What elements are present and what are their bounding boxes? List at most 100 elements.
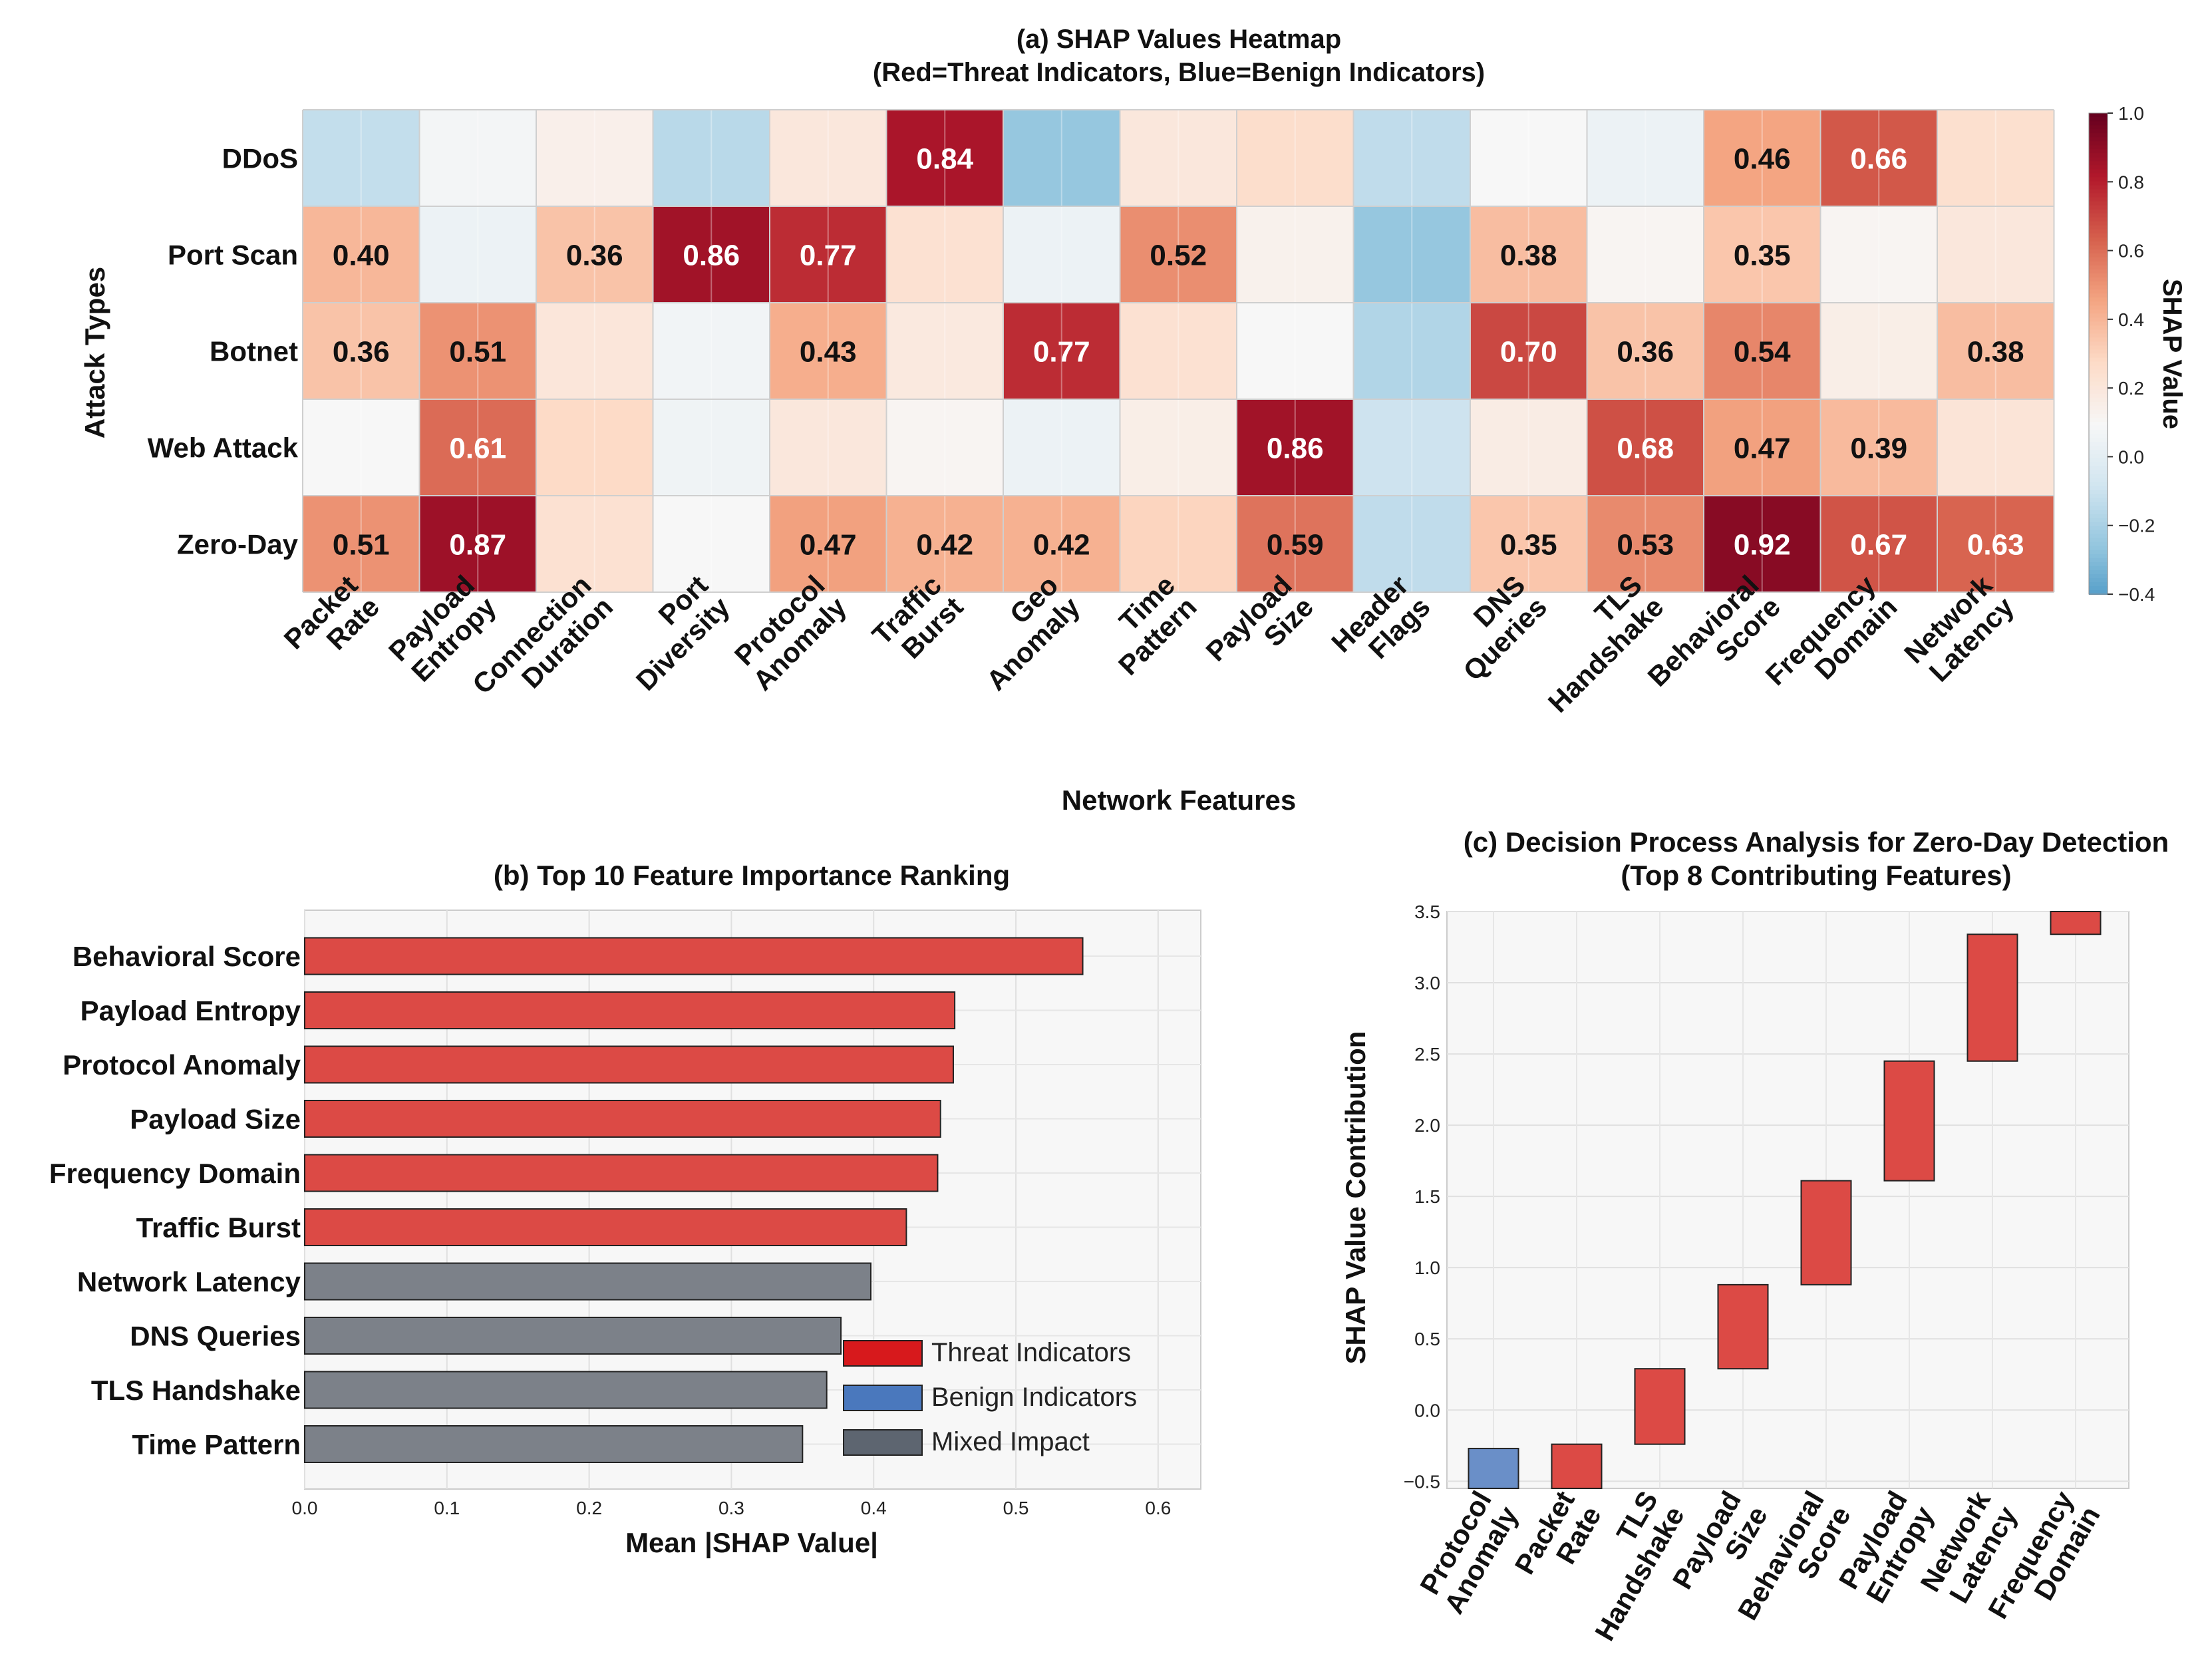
colorbar-segment — [2089, 401, 2108, 407]
heatmap-cell — [1587, 496, 1704, 592]
colorbar-segment — [2089, 229, 2108, 234]
heatmap-cell — [886, 399, 1003, 496]
waterfall-y-tick-label: 0.5 — [1414, 1329, 1440, 1349]
heatmap-cell — [653, 110, 770, 206]
colorbar-segment — [2089, 313, 2108, 319]
colorbar-frame — [2088, 112, 2108, 595]
colorbar-segment — [2089, 185, 2108, 190]
colorbar-segment — [2089, 309, 2108, 315]
waterfall-y-axis-label: SHAP Value Contribution — [1340, 1031, 1371, 1365]
ranking-category-label: Payload Entropy — [80, 995, 301, 1027]
heatmap-value-label: 0.40 — [333, 240, 390, 272]
heatmap-cell — [653, 206, 770, 303]
colorbar-segment — [2089, 317, 2108, 323]
colorbar-segment — [2089, 353, 2108, 359]
heatmap-row-label: Web Attack — [148, 432, 299, 464]
heatmap-value-label: 0.38 — [1500, 240, 1557, 272]
colorbar-segment — [2089, 165, 2108, 170]
heatmap-value-label: 0.63 — [1967, 529, 2024, 562]
heatmap-value-label: 0.42 — [916, 529, 973, 562]
heatmap-cell — [1237, 496, 1354, 592]
heatmap-value-label: 0.77 — [1033, 336, 1090, 369]
heatmap-cell — [1937, 399, 2054, 496]
ranking-category-label: Network Latency — [77, 1266, 301, 1297]
colorbar-segment — [2089, 458, 2108, 463]
heatmap-cell — [886, 496, 1003, 592]
heatmap-cell — [770, 110, 887, 206]
heatmap-cell — [653, 496, 770, 592]
colorbar-segment — [2089, 530, 2108, 535]
colorbar-segment — [2089, 217, 2108, 222]
colorbar-segment — [2089, 438, 2108, 443]
colorbar: 1.0 0.8 0.6 0.4 0.2 0.0 −0.2 −0.4 — [2088, 103, 2155, 605]
waterfall-subtitle: (Top 8 Contributing Features) — [1621, 860, 2011, 891]
heatmap-value-label: 0.52 — [1150, 240, 1207, 272]
colorbar-segment — [2089, 329, 2108, 335]
colorbar-label: SHAP Value — [2157, 279, 2187, 429]
waterfall-y-tick-label: 1.5 — [1414, 1186, 1440, 1207]
colorbar-segment — [2089, 554, 2108, 559]
colorbar-segment — [2089, 173, 2108, 178]
colorbar-segment — [2089, 466, 2108, 471]
heatmap-value-label: 0.38 — [1967, 336, 2024, 369]
heatmap-value-label: 0.35 — [1734, 240, 1791, 272]
colorbar-segment — [2089, 245, 2108, 250]
colorbar-segment — [2089, 117, 2108, 122]
heatmap-x-axis-label: Network Features — [1062, 784, 1296, 816]
colorbar-segment — [2089, 129, 2108, 134]
heatmap-cell — [1470, 110, 1587, 206]
waterfall-bar — [1717, 1283, 1769, 1370]
colorbar-segment — [2089, 586, 2108, 591]
heatmap-value-label: 0.47 — [1734, 432, 1791, 465]
colorbar-segment — [2089, 269, 2108, 274]
ranking-bar — [304, 1208, 907, 1246]
ranking-bar — [304, 1371, 828, 1409]
colorbar-segment — [2089, 482, 2108, 487]
colorbar-segment — [2089, 506, 2108, 511]
colorbar-segment — [2089, 405, 2108, 411]
ranking-x-tick-label: 0.1 — [434, 1498, 460, 1518]
waterfall-bar — [1634, 1368, 1686, 1445]
colorbar-segment — [2089, 582, 2108, 587]
colorbar-segment — [2089, 462, 2108, 467]
colorbar-segment — [2089, 213, 2108, 218]
ranking-category-label: TLS Handshake — [91, 1375, 301, 1406]
heatmap: 0.84 0.46 0.66 0.40 0.36 0.86 0.77 0.52 0.38 0.35… — [148, 109, 2055, 719]
colorbar-segment — [2089, 357, 2108, 363]
waterfall-y-tick-label: 2.0 — [1414, 1115, 1440, 1136]
waterfall-bar — [1883, 1060, 1935, 1182]
colorbar-segment — [2089, 333, 2108, 339]
heatmap-cell — [1937, 496, 2054, 592]
heatmap-cell — [1003, 206, 1120, 303]
heatmap-value-label: 0.36 — [1617, 336, 1674, 369]
heatmap-cell — [536, 206, 653, 303]
colorbar-tick-label: 0.0 — [2118, 446, 2144, 467]
heatmap-cell — [653, 399, 770, 496]
colorbar-segment — [2089, 253, 2108, 258]
heatmap-cell — [1120, 206, 1237, 303]
heatmap-value-label: 0.77 — [800, 240, 857, 272]
heatmap-row-label: Zero-Day — [177, 529, 299, 560]
ranking-category-label: DNS Queries — [130, 1321, 301, 1352]
colorbar-segment — [2089, 257, 2108, 262]
heatmap-cell — [1820, 110, 1937, 206]
colorbar-segment — [2089, 249, 2108, 254]
heatmap-value-label: 0.54 — [1734, 336, 1791, 369]
ranking-x-tick-label: 0.5 — [1003, 1498, 1029, 1518]
colorbar-segment — [2089, 305, 2108, 311]
colorbar-segment — [2089, 558, 2108, 563]
colorbar-segment — [2089, 385, 2108, 391]
colorbar-segment — [2089, 133, 2108, 138]
ranking-bar — [304, 991, 956, 1029]
heatmap-cell — [1120, 303, 1237, 399]
colorbar-segment — [2089, 209, 2108, 214]
ranking-bar — [304, 1317, 842, 1355]
colorbar-segment — [2089, 137, 2108, 142]
heatmap-value-label: 0.35 — [1500, 529, 1557, 562]
heatmap-title: (a) SHAP Values Heatmap — [1017, 25, 1341, 54]
ranking-bar — [304, 937, 1084, 975]
heatmap-cell — [536, 496, 653, 592]
colorbar-segment — [2089, 514, 2108, 519]
heatmap-value-label: 0.87 — [449, 529, 506, 562]
